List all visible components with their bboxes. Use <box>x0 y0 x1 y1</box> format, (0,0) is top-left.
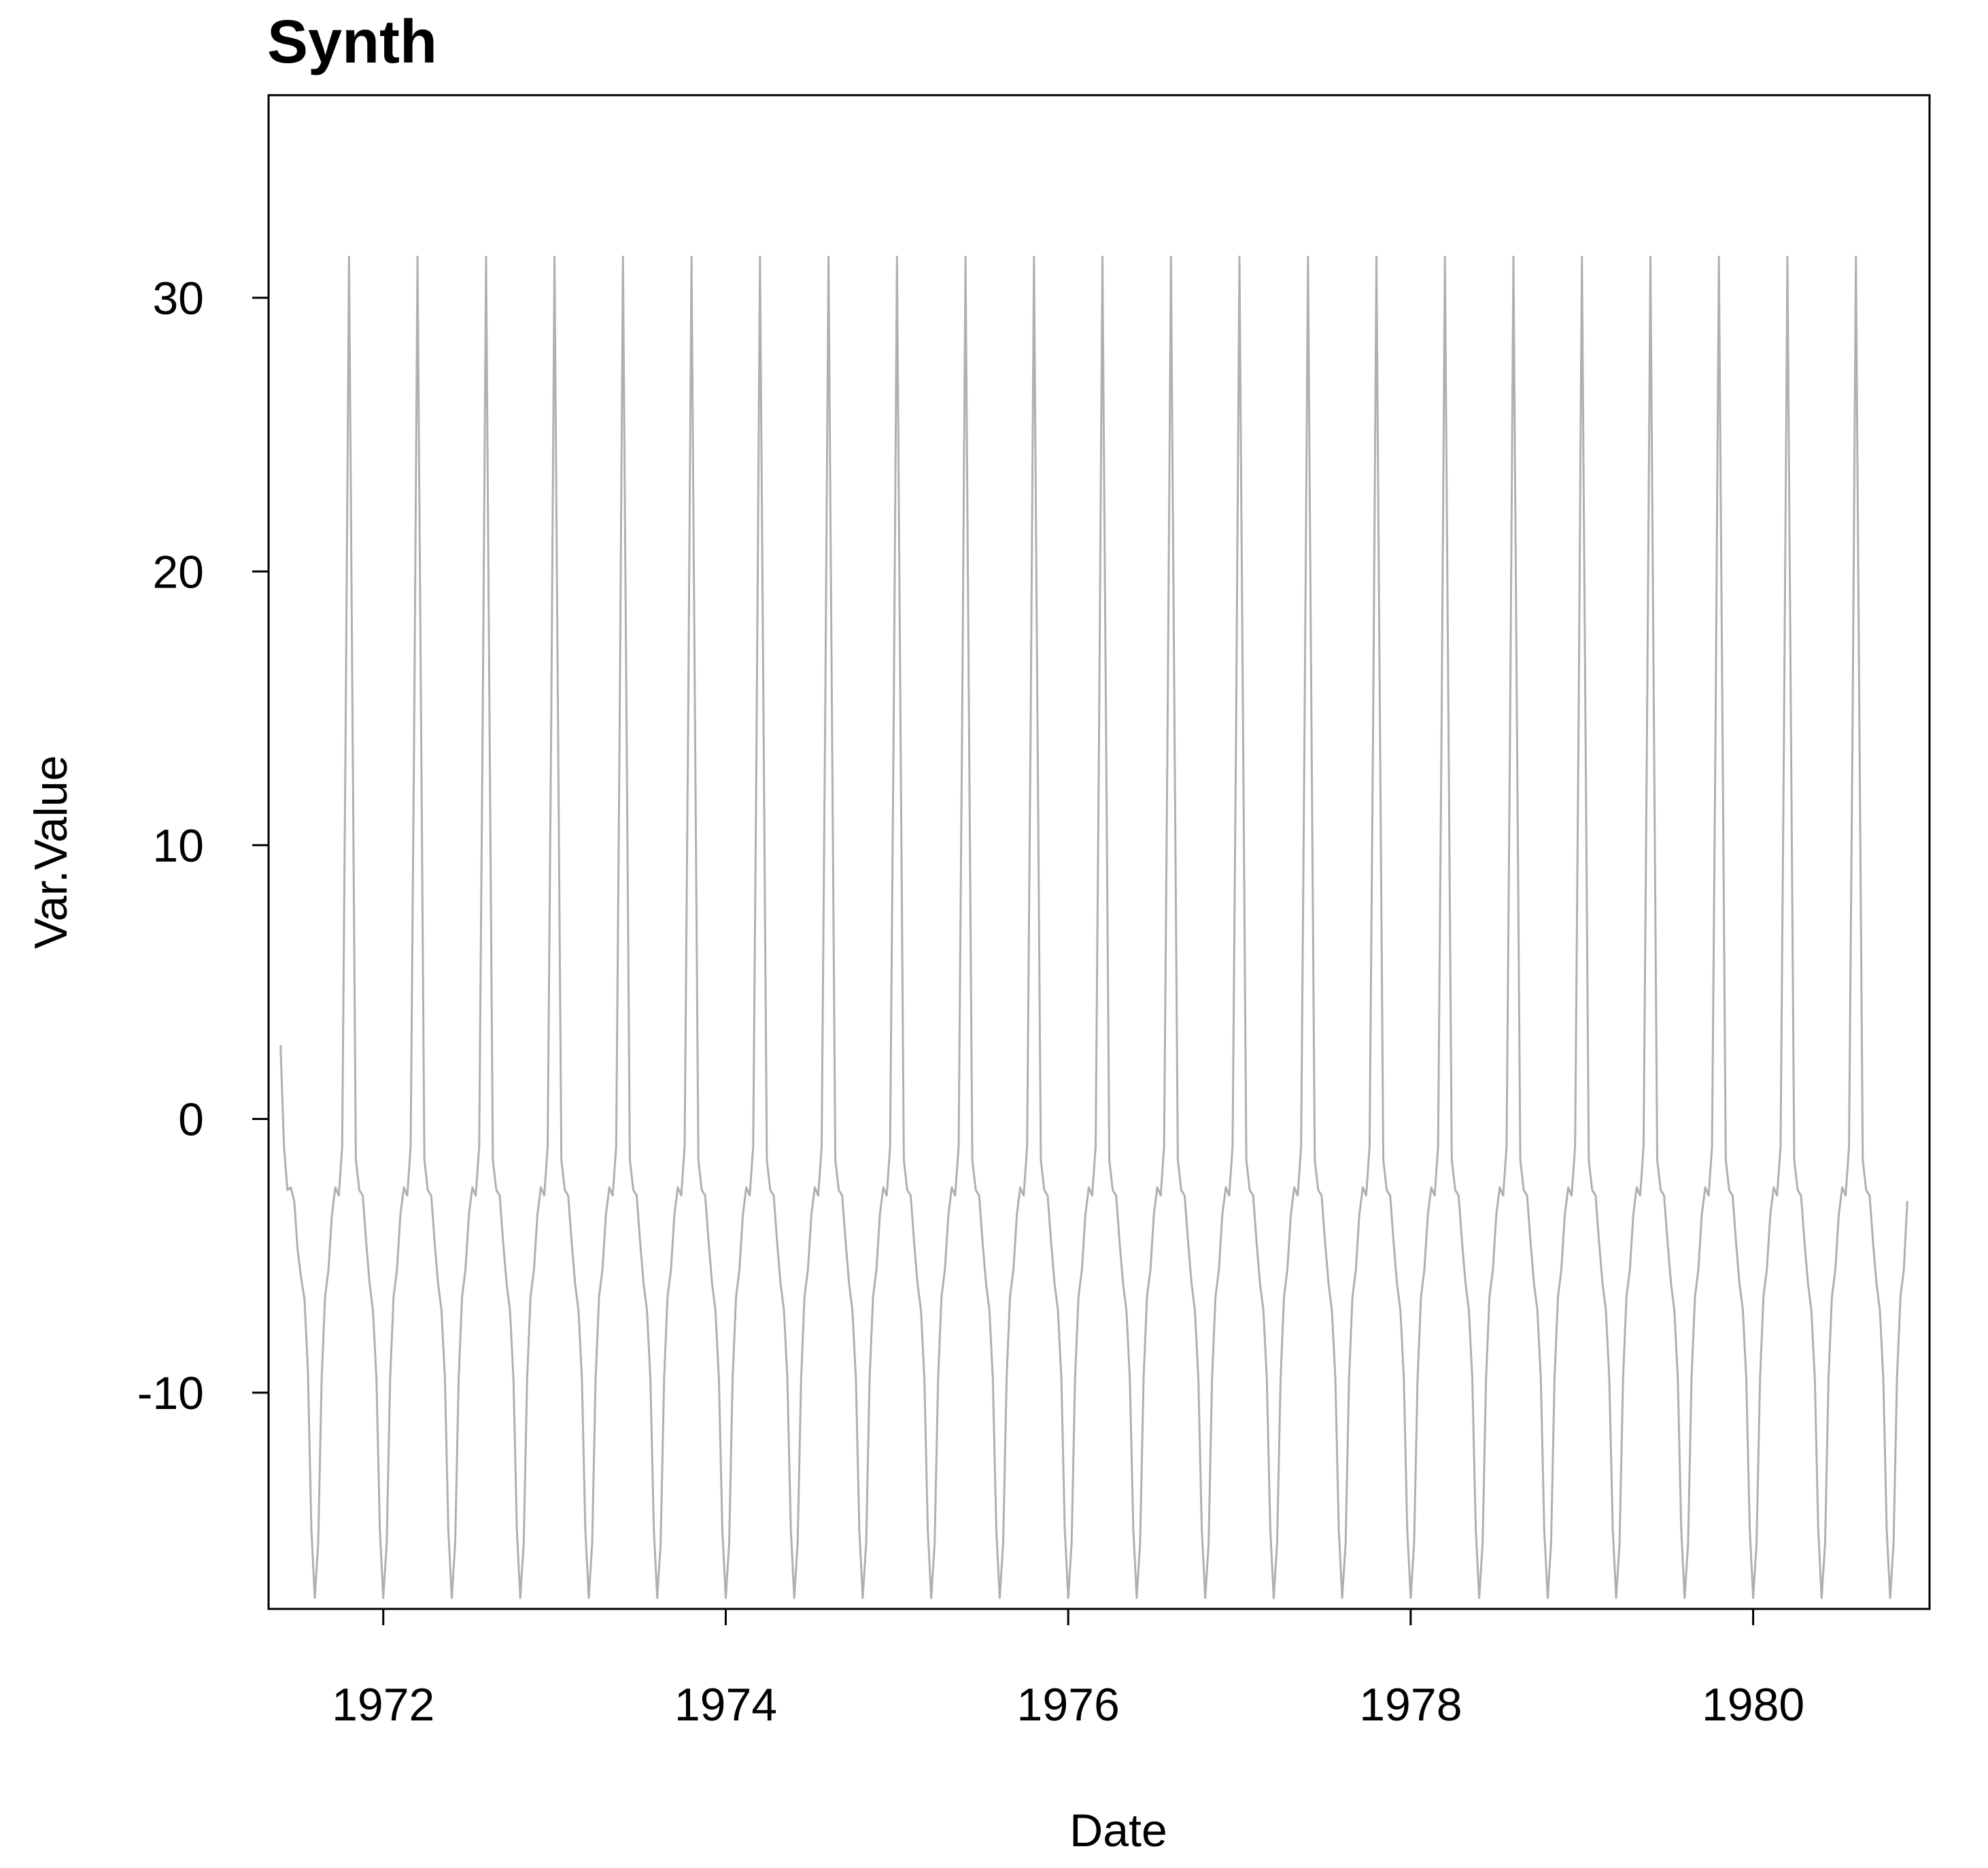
x-axis-label: Date <box>1069 1805 1167 1856</box>
y-tick-label: 20 <box>152 546 204 598</box>
y-tick-label: -10 <box>137 1368 204 1419</box>
chart-title: Synth <box>267 8 437 76</box>
plot-frame <box>267 94 1931 1610</box>
x-tick-label: 1980 <box>1702 1679 1804 1731</box>
series-line <box>279 256 1908 1599</box>
y-tick-label: 0 <box>178 1093 204 1145</box>
x-tick-label: 1972 <box>332 1679 434 1731</box>
x-tick-label: 1974 <box>674 1679 777 1731</box>
x-tick-label: 1978 <box>1359 1679 1462 1731</box>
y-tick-label: 10 <box>152 820 204 872</box>
y-axis-label: Var.Value <box>25 755 77 949</box>
x-tick-label: 1976 <box>1017 1679 1120 1731</box>
x-axis: 1972 1974 1976 1978 1980 <box>332 1609 1804 1731</box>
y-tick-label: 30 <box>152 273 204 324</box>
y-axis: -10 0 10 20 30 <box>137 273 269 1419</box>
